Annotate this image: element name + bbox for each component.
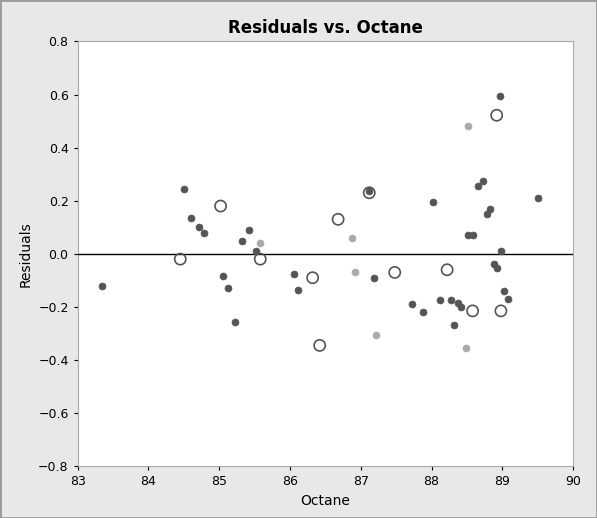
Point — [289, 269, 298, 278]
Point — [186, 214, 196, 222]
Point — [237, 236, 247, 244]
Point — [464, 122, 473, 131]
Point — [492, 264, 501, 272]
Point — [495, 92, 504, 100]
Title: Residuals vs. Octane: Residuals vs. Octane — [228, 19, 423, 37]
Point — [223, 284, 232, 293]
Point — [496, 307, 506, 315]
Point — [315, 341, 325, 350]
Point — [447, 296, 456, 305]
Point — [457, 303, 466, 311]
Point — [489, 260, 498, 268]
Point — [230, 318, 239, 326]
Point — [294, 285, 303, 294]
X-axis label: Octane: Octane — [300, 494, 350, 508]
Point — [371, 330, 381, 339]
Point — [256, 239, 265, 248]
Point — [464, 231, 473, 239]
Point — [533, 194, 543, 202]
Point — [365, 189, 374, 197]
Point — [333, 215, 343, 223]
Point — [468, 231, 478, 239]
Point — [97, 282, 107, 290]
Point — [454, 299, 463, 307]
Point — [499, 287, 509, 295]
Point — [195, 223, 204, 232]
Point — [450, 321, 459, 329]
Point — [369, 274, 378, 282]
Point — [435, 296, 445, 305]
Point — [179, 184, 189, 193]
Point — [482, 210, 491, 218]
Point — [347, 234, 357, 242]
Point — [442, 266, 452, 274]
Point — [492, 111, 501, 119]
Point — [485, 205, 494, 213]
Point — [473, 182, 482, 190]
Point — [176, 255, 185, 263]
Y-axis label: Residuals: Residuals — [19, 221, 32, 286]
Point — [478, 177, 487, 185]
Point — [503, 295, 513, 303]
Point — [468, 307, 478, 315]
Point — [407, 300, 417, 308]
Point — [350, 268, 360, 277]
Point — [365, 188, 374, 196]
Point — [496, 247, 506, 255]
Point — [418, 308, 428, 316]
Point — [461, 344, 470, 352]
Point — [251, 247, 261, 255]
Point — [390, 268, 399, 277]
Point — [216, 202, 226, 210]
Point — [199, 228, 208, 237]
Point — [428, 198, 438, 206]
Point — [308, 274, 318, 282]
Point — [256, 255, 265, 263]
Point — [218, 272, 227, 281]
Point — [244, 226, 254, 234]
